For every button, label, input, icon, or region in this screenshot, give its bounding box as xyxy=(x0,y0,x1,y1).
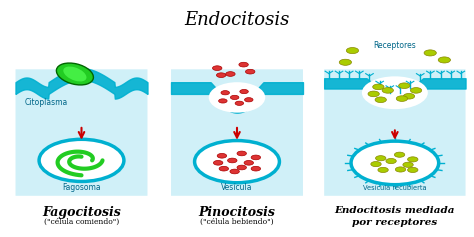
Circle shape xyxy=(339,59,352,65)
Circle shape xyxy=(219,99,227,103)
Circle shape xyxy=(195,141,279,183)
Circle shape xyxy=(212,66,222,70)
Circle shape xyxy=(230,169,239,174)
Circle shape xyxy=(213,160,223,165)
Circle shape xyxy=(246,69,255,74)
Circle shape xyxy=(375,97,386,103)
Text: Endocitosis: Endocitosis xyxy=(184,11,290,29)
Circle shape xyxy=(396,96,408,101)
Circle shape xyxy=(221,91,229,95)
Circle shape xyxy=(408,167,418,173)
Text: Fagosoma: Fagosoma xyxy=(62,183,101,192)
Ellipse shape xyxy=(64,67,86,82)
Circle shape xyxy=(424,50,437,56)
FancyBboxPatch shape xyxy=(16,69,147,196)
Text: por receptores: por receptores xyxy=(352,218,438,227)
Text: Fagocitosis: Fagocitosis xyxy=(42,206,121,219)
Text: Citoplasma: Citoplasma xyxy=(25,98,68,107)
Circle shape xyxy=(373,84,384,90)
Circle shape xyxy=(359,145,430,180)
Circle shape xyxy=(245,98,253,102)
Circle shape xyxy=(244,160,254,165)
FancyBboxPatch shape xyxy=(324,69,465,196)
Circle shape xyxy=(235,101,244,105)
Circle shape xyxy=(410,88,422,93)
Circle shape xyxy=(251,155,261,160)
Circle shape xyxy=(39,139,124,182)
Text: Vesícula: Vesícula xyxy=(221,183,253,192)
Circle shape xyxy=(201,144,273,179)
Text: ("célula bebiendo"): ("célula bebiendo") xyxy=(200,218,274,226)
Circle shape xyxy=(351,141,438,185)
Circle shape xyxy=(217,153,227,158)
Circle shape xyxy=(217,73,226,77)
Circle shape xyxy=(46,143,117,178)
FancyBboxPatch shape xyxy=(171,69,303,196)
Circle shape xyxy=(240,89,248,94)
Circle shape xyxy=(386,159,396,164)
Ellipse shape xyxy=(209,82,265,113)
Circle shape xyxy=(371,161,381,167)
Circle shape xyxy=(399,83,410,89)
Ellipse shape xyxy=(56,63,93,85)
Circle shape xyxy=(251,166,261,171)
Text: Receptores: Receptores xyxy=(374,41,416,50)
Circle shape xyxy=(382,88,393,93)
Circle shape xyxy=(395,167,406,172)
Circle shape xyxy=(394,152,405,157)
Circle shape xyxy=(403,162,413,167)
Circle shape xyxy=(368,91,379,97)
Circle shape xyxy=(237,151,246,156)
Circle shape xyxy=(403,93,415,99)
Circle shape xyxy=(230,95,239,100)
Text: ("célula comiendo"): ("célula comiendo") xyxy=(44,218,119,226)
Circle shape xyxy=(408,157,418,162)
Circle shape xyxy=(239,62,248,67)
Circle shape xyxy=(228,158,237,163)
Circle shape xyxy=(378,167,388,173)
Text: Vesícula recubierta: Vesícula recubierta xyxy=(363,185,427,191)
Text: Pinocitosis: Pinocitosis xyxy=(199,206,275,219)
Ellipse shape xyxy=(362,76,428,109)
Circle shape xyxy=(346,48,358,54)
Circle shape xyxy=(438,57,450,63)
Circle shape xyxy=(219,166,228,171)
Circle shape xyxy=(375,156,386,161)
Text: Endocitosis mediada: Endocitosis mediada xyxy=(335,206,455,215)
Circle shape xyxy=(237,165,246,170)
Circle shape xyxy=(226,72,235,76)
